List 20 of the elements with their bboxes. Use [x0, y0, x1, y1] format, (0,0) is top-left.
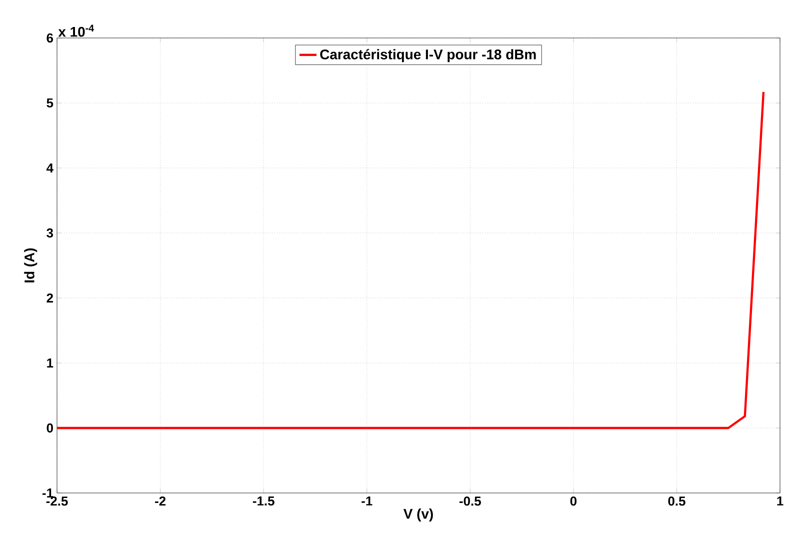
- x-tick-label: 1: [777, 496, 784, 506]
- x-tick-label: 0.5: [668, 496, 686, 506]
- y-tick-label: 1: [47, 358, 54, 368]
- x-tick-label: 0: [570, 496, 577, 506]
- x-axis-title: V (v): [403, 508, 433, 522]
- x-tick-label: -1: [362, 496, 372, 506]
- y-tick-label: 0: [46, 423, 53, 433]
- legend-label: Caractéristique I-V pour -18 dBm: [320, 48, 536, 62]
- x-tick-label: -2.5: [46, 496, 68, 506]
- text: x 10$^{-4}$: [58, 24, 94, 37]
- y-tick-label: 3: [46, 228, 54, 238]
- x-tick-label: -0.5: [459, 496, 481, 506]
- y-tick-label: 6: [46, 33, 54, 43]
- x-tick-label: -2: [155, 496, 166, 506]
- y-tick-label: 5: [46, 98, 54, 108]
- x-tick-label: -1.5: [252, 496, 274, 506]
- y-axis-title: Id (A): [24, 248, 38, 282]
- y-tick-label: 4: [46, 164, 54, 172]
- y-tick-label: 2: [46, 293, 53, 303]
- y-tick-label: -1: [42, 488, 54, 498]
